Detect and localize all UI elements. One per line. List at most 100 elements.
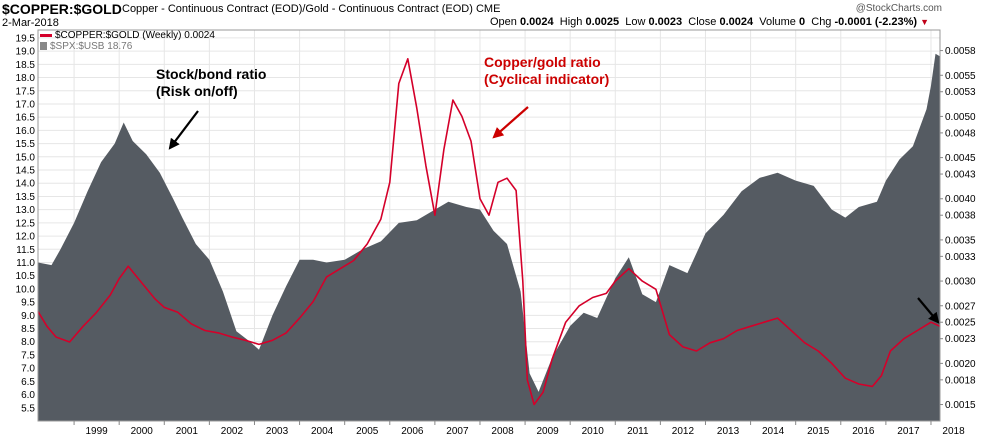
- left-axis: 5.5 6.0 6.5 7.0 7.5 8.0 8.5 9.0 9.5 10.0 10.5 11.0 1…: [16, 33, 36, 414]
- x-tick-label: 2007: [446, 426, 469, 437]
- right-tick-label: 0.0015: [945, 400, 976, 411]
- left-tick-label: 13.5: [16, 192, 36, 203]
- x-tick-label: 2012: [672, 426, 695, 437]
- left-tick-label: 7.0: [21, 364, 35, 375]
- x-tick-label: 2001: [176, 426, 199, 437]
- right-tick-label: 0.0033: [945, 252, 976, 263]
- x-tick-label: 2017: [897, 426, 920, 437]
- left-tick-label: 10.5: [16, 271, 36, 282]
- chart-description: Copper - Continuous Contract (EOD)/Gold …: [122, 3, 500, 15]
- spx-usb-area: [38, 53, 940, 422]
- arrow-coppergold: [492, 106, 529, 139]
- low-label: Low: [625, 16, 646, 28]
- right-tick-label: 0.0018: [945, 375, 976, 386]
- right-tick-label: 0.0040: [945, 194, 976, 205]
- left-tick-label: 17.5: [16, 86, 36, 97]
- plot-border: [37, 29, 941, 422]
- right-tick-label: 0.0058: [945, 46, 976, 57]
- left-tick-label: 19.0: [16, 47, 36, 58]
- left-tick-label: 8.5: [21, 324, 35, 335]
- x-tick-label: 2015: [807, 426, 830, 437]
- x-tick-label: 2018: [942, 426, 965, 437]
- left-tick-label: 16.0: [16, 126, 36, 137]
- high-value: 0.0025: [585, 16, 620, 28]
- chg-value: -0.0001 (-2.23%): [834, 16, 918, 28]
- chart-symbol: $COPPER:$GOLD: [2, 1, 122, 17]
- copper-gold-line-series: [37, 58, 941, 406]
- description-text: Copper - Continuous Contract (EOD)/Gold …: [122, 3, 473, 15]
- arrow-stockbond: [168, 110, 199, 150]
- right-tick-label: 0.0050: [945, 112, 976, 123]
- right-tick-label: 0.0048: [945, 128, 976, 139]
- right-tick-label: 0.0025: [945, 318, 976, 329]
- legend-coppergold-label: $COPPER:$GOLD (Weekly) 0.0024: [55, 30, 215, 41]
- right-tick-label: 0.0055: [945, 71, 976, 82]
- left-tick-label: 14.5: [16, 166, 36, 177]
- x-tick-label: 2011: [627, 426, 649, 437]
- volume-value: 0: [799, 16, 806, 28]
- left-tick-label: 7.5: [21, 350, 35, 361]
- chg-down-icon: ▼: [920, 17, 930, 27]
- left-tick-label: 15.0: [16, 152, 36, 163]
- left-tick-label: 6.0: [21, 390, 35, 401]
- volume-label: Volume: [759, 16, 796, 28]
- ohlc-readout: Open 0.0024 High 0.0025 Low 0.0023 Close…: [490, 16, 929, 28]
- left-tick-label: 12.0: [16, 232, 36, 243]
- left-tick-label: 9.5: [21, 298, 35, 309]
- x-tick-label: 2004: [311, 426, 334, 437]
- left-tick-label: 11.5: [16, 245, 35, 256]
- left-tick-label: 16.5: [16, 113, 36, 124]
- legend-coppergold-swatch: [40, 33, 52, 37]
- left-tick-label: 8.0: [21, 337, 35, 348]
- right-tick-label: 0.0045: [945, 153, 976, 164]
- close-label: Close: [688, 16, 717, 28]
- left-tick-label: 6.5: [21, 377, 35, 388]
- exchange-label: CME: [475, 3, 501, 15]
- left-tick-label: 14.0: [16, 179, 36, 190]
- right-tick-label: 0.0035: [945, 235, 976, 246]
- annotation-coppergold-line2: (Cyclical indicator): [484, 71, 609, 87]
- x-tick-label: 2016: [852, 426, 875, 437]
- chart-date: 2-Mar-2018: [2, 17, 59, 29]
- right-axis: 0.0015 0.0018 0.0020 0.0023 0.0025 0.0027 0.00…: [940, 46, 976, 411]
- left-tick-label: 17.0: [16, 99, 36, 110]
- legend-spxusb-label: $SPX:$USB 18.76: [50, 41, 133, 52]
- stockcharts-brand: @StockCharts.com: [855, 3, 942, 14]
- left-tick-label: 15.5: [16, 139, 36, 150]
- x-tick-label: 2009: [537, 426, 560, 437]
- right-tick-label: 0.0038: [945, 211, 976, 222]
- spx-usb-area-series: [38, 53, 940, 422]
- x-tick-label: 2002: [221, 426, 244, 437]
- x-tick-label: 2013: [717, 426, 740, 437]
- legend-spxusb: $SPX:$USB 18.76: [40, 41, 132, 52]
- chg-label: Chg: [811, 16, 832, 28]
- x-tick-label: 2006: [401, 426, 424, 437]
- arrow-latest: [917, 297, 940, 324]
- left-tick-label: 19.5: [16, 33, 36, 44]
- legend-coppergold: $COPPER:$GOLD (Weekly) 0.0024: [40, 30, 215, 41]
- annotation-stockbond-line2: (Risk on/off): [156, 83, 238, 99]
- left-tick-label: 5.5: [21, 403, 35, 414]
- close-value: 0.0024: [719, 16, 754, 28]
- annotation-coppergold-line1: Copper/gold ratio: [484, 54, 601, 70]
- annotation-stockbond-line1: Stock/bond ratio: [156, 66, 266, 82]
- right-tick-label: 0.0043: [945, 170, 976, 181]
- right-tick-label: 0.0023: [945, 334, 976, 345]
- left-tick-label: 10.0: [16, 284, 36, 295]
- x-tick-label: 2003: [266, 426, 289, 437]
- annotations: Stock/bond ratio (Risk on/off) Copper/go…: [156, 54, 940, 324]
- left-tick-label: 18.0: [16, 73, 36, 84]
- left-tick-label: 18.5: [16, 60, 36, 71]
- x-tick-label: 2000: [131, 426, 154, 437]
- x-tick-label: 2008: [491, 426, 514, 437]
- right-tick-label: 0.0027: [945, 301, 976, 312]
- open-value: 0.0024: [519, 16, 554, 28]
- x-axis: 1999 2000 2001 2002 2003 2004 2005 2006 2007 2008…: [73, 421, 965, 437]
- low-value: 0.0023: [648, 16, 683, 28]
- right-tick-label: 0.0030: [945, 277, 976, 288]
- legend-spxusb-swatch: [40, 42, 47, 51]
- x-tick-label: 2005: [356, 426, 379, 437]
- plot-frame: [37, 29, 941, 422]
